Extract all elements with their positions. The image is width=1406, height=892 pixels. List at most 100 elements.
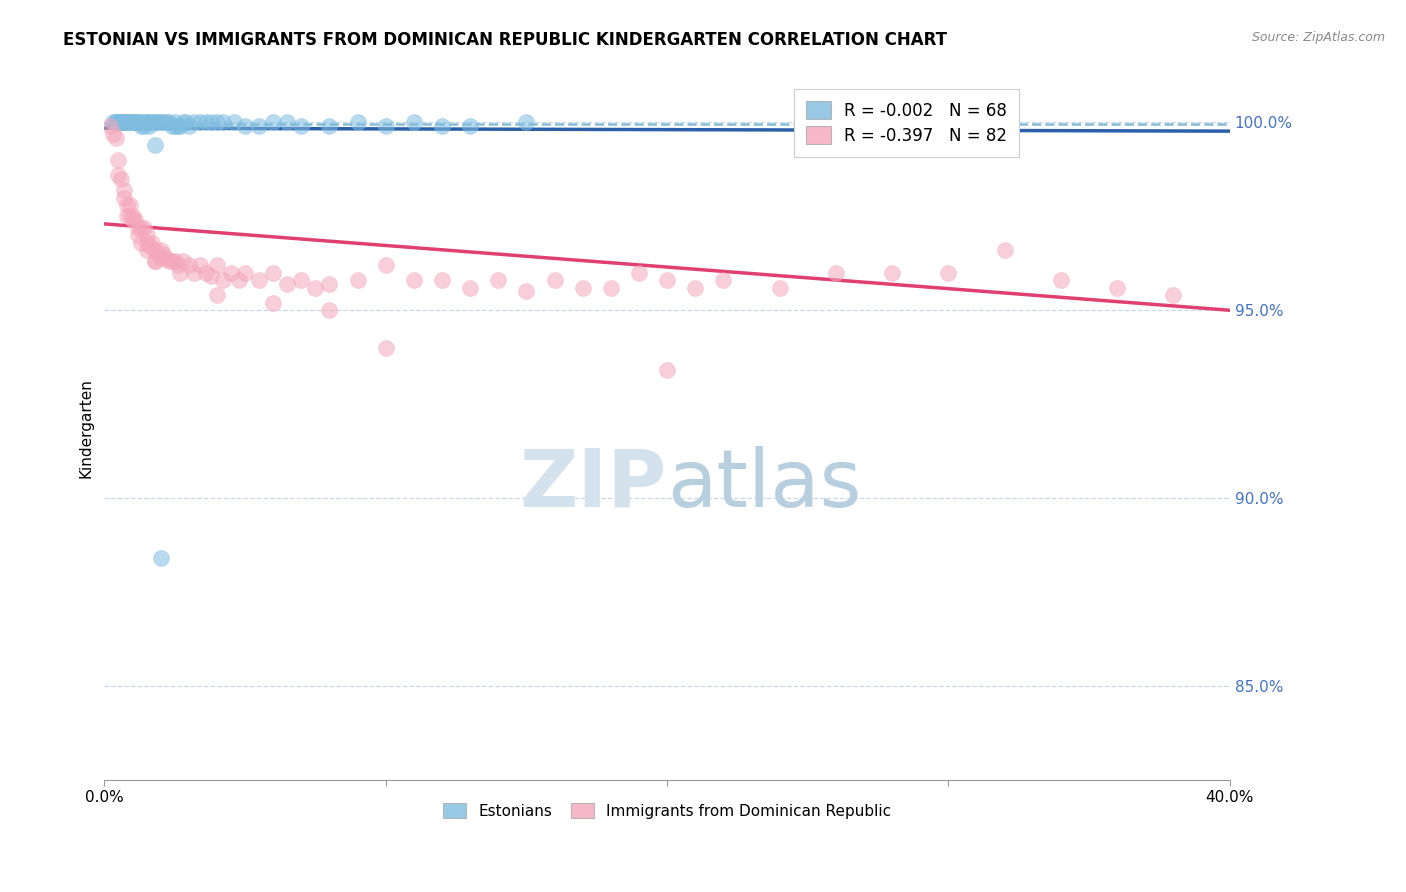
Text: Source: ZipAtlas.com: Source: ZipAtlas.com — [1251, 31, 1385, 45]
Point — [115, 115, 138, 129]
Point — [515, 285, 537, 299]
Point — [118, 198, 141, 212]
Point — [135, 115, 157, 129]
Point — [318, 303, 340, 318]
Point — [112, 115, 135, 129]
Point — [160, 254, 183, 268]
Point — [135, 228, 157, 243]
Point — [155, 115, 177, 129]
Point — [124, 213, 146, 227]
Point — [683, 281, 706, 295]
Point — [430, 120, 453, 134]
Point — [152, 247, 174, 261]
Point — [183, 266, 205, 280]
Point — [149, 251, 172, 265]
Point — [104, 115, 127, 129]
Point — [132, 120, 155, 134]
Point — [127, 228, 149, 243]
Point — [166, 120, 188, 134]
Point — [290, 120, 312, 134]
Point — [768, 281, 790, 295]
Point — [124, 115, 146, 129]
Point — [118, 210, 141, 224]
Point — [194, 266, 217, 280]
Point — [304, 281, 326, 295]
Point — [177, 120, 200, 134]
Point — [104, 130, 127, 145]
Point — [149, 115, 172, 129]
Point — [346, 115, 368, 129]
Point — [262, 115, 284, 129]
Point — [205, 258, 228, 272]
Point — [152, 115, 174, 129]
Point — [194, 115, 217, 129]
Point — [458, 281, 481, 295]
Point — [135, 243, 157, 257]
Point — [143, 254, 166, 268]
Point — [276, 115, 298, 129]
Point — [115, 198, 138, 212]
Point — [155, 251, 177, 265]
Point — [157, 115, 180, 129]
Point — [104, 115, 127, 129]
Point — [183, 115, 205, 129]
Point — [200, 269, 222, 284]
Point — [318, 120, 340, 134]
Point — [127, 115, 149, 129]
Point — [121, 115, 143, 129]
Point — [233, 120, 256, 134]
Point — [121, 213, 143, 227]
Point — [402, 115, 425, 129]
Text: ZIP: ZIP — [520, 446, 666, 524]
Point — [655, 273, 678, 287]
Point — [107, 115, 129, 129]
Point — [121, 115, 143, 129]
Point — [233, 266, 256, 280]
Point — [374, 120, 396, 134]
Point — [247, 120, 270, 134]
Point — [127, 115, 149, 129]
Point — [115, 115, 138, 129]
Point — [205, 115, 228, 129]
Point — [129, 235, 152, 250]
Point — [169, 266, 191, 280]
Point — [112, 115, 135, 129]
Point — [141, 115, 163, 129]
Point — [146, 115, 169, 129]
Point — [515, 115, 537, 129]
Point — [172, 115, 194, 129]
Point — [318, 277, 340, 291]
Point — [247, 273, 270, 287]
Point — [1050, 273, 1073, 287]
Point — [938, 266, 960, 280]
Point — [157, 254, 180, 268]
Point — [143, 138, 166, 153]
Point — [211, 115, 233, 129]
Point — [115, 115, 138, 129]
Point — [107, 153, 129, 167]
Point — [174, 115, 197, 129]
Y-axis label: Kindergarten: Kindergarten — [79, 378, 93, 478]
Point — [141, 235, 163, 250]
Point — [627, 266, 650, 280]
Text: atlas: atlas — [666, 446, 862, 524]
Point — [138, 115, 160, 129]
Point — [143, 254, 166, 268]
Point — [402, 273, 425, 287]
Point — [163, 115, 186, 129]
Point — [166, 258, 188, 272]
Point — [430, 273, 453, 287]
Point — [211, 273, 233, 287]
Point — [177, 258, 200, 272]
Legend: Estonians, Immigrants from Dominican Republic: Estonians, Immigrants from Dominican Rep… — [437, 797, 897, 824]
Point — [107, 115, 129, 129]
Point — [112, 115, 135, 129]
Point — [458, 120, 481, 134]
Point — [711, 273, 734, 287]
Point — [107, 115, 129, 129]
Point — [172, 254, 194, 268]
Point — [129, 115, 152, 129]
Point — [200, 115, 222, 129]
Point — [101, 115, 124, 129]
Point — [129, 220, 152, 235]
